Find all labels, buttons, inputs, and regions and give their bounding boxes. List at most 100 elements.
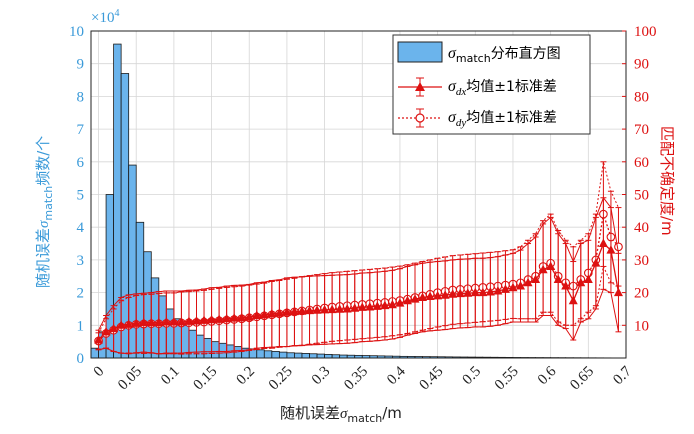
y-right-tick-labels: 10 20 30 40 50 60 70 80 90 100 [622, 24, 657, 334]
dx-point [613, 287, 623, 297]
dx-point [116, 320, 126, 329]
histogram-bar [211, 341, 220, 359]
y-left-tick-label: 0 [77, 351, 85, 367]
dx-point [561, 281, 571, 290]
upper-bound-line [98, 196, 619, 331]
dx-point [606, 245, 616, 254]
dx-point [455, 288, 465, 298]
histogram-bar [120, 73, 130, 359]
y-right-tick-label: 100 [634, 24, 657, 40]
dx-point [320, 304, 330, 314]
x-tick-labels: 0 0.05 0.1 0.15 0.2 0.25 0.3 0.35 0.4 0.45 0.5 0.55… [91, 363, 635, 393]
y-right-tick-label: 70 [634, 122, 649, 138]
dx-point [191, 316, 201, 325]
series-dx [94, 196, 623, 355]
dx-point [222, 313, 232, 323]
dx-point [176, 317, 186, 326]
y-right-tick-label: 80 [634, 89, 649, 105]
legend: σmatch分布直方图 σdx均值±1标准差 σdy均值±1标准差 [392, 34, 591, 135]
dx-point [124, 319, 134, 328]
dx-point [418, 292, 428, 302]
histogram-bar [278, 351, 288, 359]
x-tick-label: 0.3 [309, 364, 334, 389]
dx-point [546, 261, 556, 270]
mean-line [98, 242, 620, 341]
histogram-bar [135, 221, 145, 359]
upper-bound-line [98, 161, 619, 334]
histogram-bar [196, 334, 205, 359]
y-left-tick-label: 4 [77, 220, 85, 236]
dx-point [252, 310, 262, 319]
legend-dy-marker [398, 108, 442, 128]
x-tick-label: 0.45 [417, 364, 447, 394]
dx-point [244, 312, 254, 321]
legend-bar-swatch [397, 41, 443, 63]
legend-item-dx: σdx均值±1标准差 [448, 78, 557, 98]
x-tick-label: 0.1 [158, 364, 183, 389]
dx-point [440, 290, 450, 299]
dx-point [470, 287, 480, 297]
dx-point [395, 298, 405, 307]
y-left-tick-label: 5 [77, 188, 85, 204]
dx-point [161, 317, 171, 326]
histogram-bar [324, 354, 333, 359]
x-tick-label: 0.55 [492, 364, 522, 394]
dx-point [387, 299, 397, 309]
y-right-tick-label: 30 [634, 253, 649, 269]
dx-point [380, 300, 390, 310]
dx-point [350, 303, 360, 312]
x-axis-label: 随机误差σmatch/m [280, 404, 402, 425]
x-tick-label: 0.7 [610, 363, 635, 388]
y-left-tick-labels: 0 1 2 3 4 5 6 7 8 9 10 [69, 24, 85, 367]
y-left-tick-label: 1 [77, 318, 85, 334]
dx-point [214, 314, 224, 323]
dx-point [342, 303, 352, 313]
y-right-tick-label: 10 [634, 318, 649, 334]
dx-point [402, 295, 412, 305]
dx-point [199, 315, 209, 324]
dx-point [131, 318, 141, 327]
histogram-bar [263, 350, 273, 359]
dx-point [531, 274, 541, 284]
x-tick-label: 0.2 [233, 364, 258, 389]
y-left-tick-label: 8 [77, 89, 85, 105]
dx-point [109, 323, 119, 333]
dx-point [289, 306, 299, 316]
y-right-tick-label: 50 [634, 188, 649, 204]
x-tick-label: 0.65 [567, 364, 597, 394]
dx-point [500, 284, 510, 293]
histogram-bar [309, 353, 318, 359]
dx-point [357, 302, 367, 311]
y-left-tick-label: 6 [77, 155, 85, 171]
x-tick-label: 0.05 [115, 364, 145, 394]
y-left-tick-label: 9 [77, 57, 85, 73]
y-right-tick-label: 60 [634, 155, 649, 171]
y-right-axis-label: 匹配不确定度/m [658, 126, 676, 236]
histogram-bar [286, 352, 295, 359]
dx-point [372, 301, 382, 310]
histogram-bar [271, 351, 280, 359]
dx-point [598, 238, 608, 248]
dx-point [365, 301, 375, 311]
dx-point [523, 277, 533, 287]
y-left-tick-label: 10 [69, 24, 84, 40]
dx-point [485, 286, 495, 296]
histogram-bar [294, 352, 303, 359]
histogram-bar [113, 43, 122, 359]
x-tick-label: 0 [91, 364, 108, 381]
y-right-tick-label: 20 [634, 286, 649, 302]
dx-point [274, 308, 284, 317]
dx-point [101, 326, 111, 336]
dx-point [463, 288, 473, 297]
dx-point [538, 264, 548, 274]
histogram-bar [165, 308, 175, 359]
y-right-tick-label: 40 [634, 220, 649, 236]
x-tick-label: 0.25 [266, 364, 296, 394]
dx-point [297, 306, 307, 315]
dx-point [312, 305, 322, 314]
dx-point [327, 304, 337, 314]
dx-point [237, 312, 247, 322]
dx-point [335, 304, 345, 313]
dx-point [516, 281, 526, 290]
dx-point [478, 287, 488, 297]
